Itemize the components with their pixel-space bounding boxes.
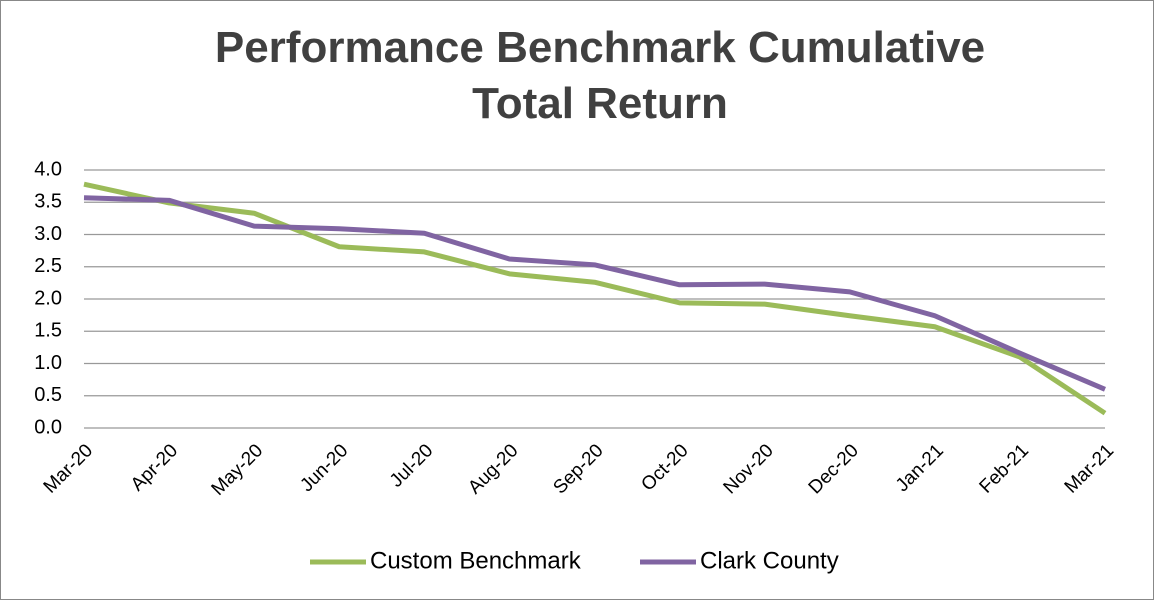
y-tick-label: 0.5 — [34, 384, 62, 406]
series-line — [83, 181, 1107, 416]
y-tick-label: 1.5 — [34, 320, 62, 342]
y-tick-label: 0.0 — [34, 416, 62, 438]
legend-label: Clark County — [700, 547, 839, 574]
y-tick-label: 1.0 — [34, 352, 62, 374]
legend-label: Custom Benchmark — [370, 547, 582, 574]
series-line — [83, 195, 1106, 392]
y-tick-label: 3.5 — [34, 191, 62, 213]
y-tick-label: 3.0 — [34, 223, 62, 245]
y-tick-label: 2.0 — [34, 287, 62, 309]
y-tick-label: 2.5 — [34, 255, 62, 277]
chart-title: Performance Benchmark Cumulative Total Re… — [215, 23, 985, 128]
y-tick-label: 4.0 — [34, 158, 62, 180]
